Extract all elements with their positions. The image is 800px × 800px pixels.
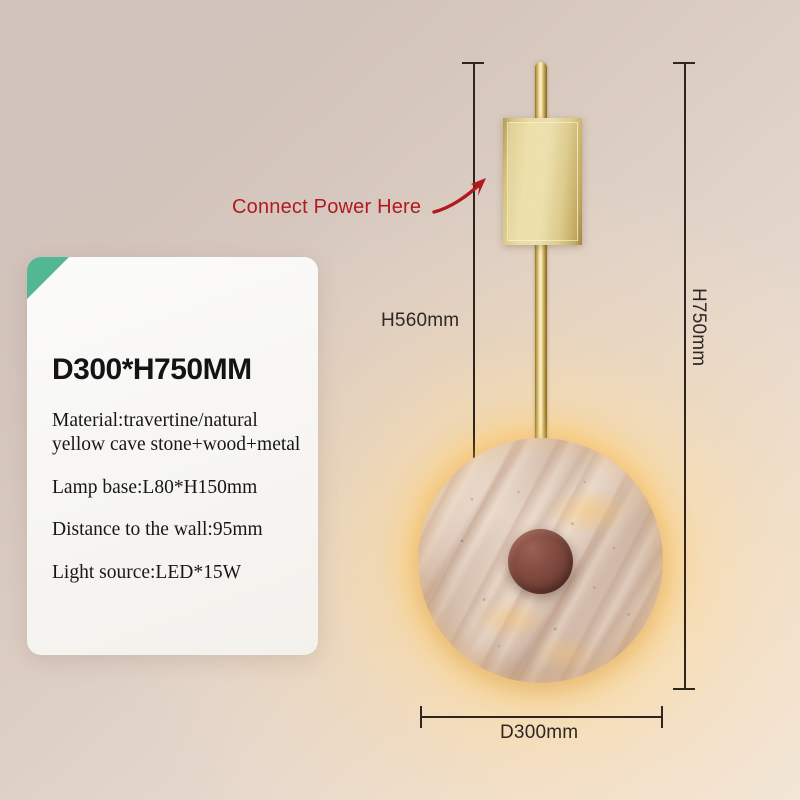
connect-power-annotation-label: Connect Power Here <box>232 196 422 218</box>
dimension-tick-d300-left <box>420 706 422 728</box>
dimension-label-d300: D300mm <box>500 722 579 743</box>
specification-card-body: D300*H750MM Material:travertine/natural … <box>52 353 304 585</box>
specification-card: D300*H750MM Material:travertine/natural … <box>27 257 318 655</box>
dimension-line-d300 <box>420 716 663 718</box>
dimension-tick-h560-top <box>462 62 484 64</box>
dimension-tick-h750-bottom <box>673 688 695 690</box>
connect-power-arrow-icon <box>432 178 486 214</box>
spec-line-lamp-base: Lamp base:L80*H150mm <box>52 476 258 498</box>
walnut-wood-knob <box>508 529 573 594</box>
spec-line-material: Material:travertine/natural yellow cave … <box>52 410 301 455</box>
dimension-line-h560 <box>473 62 475 536</box>
dimension-tick-h750-top <box>673 62 695 64</box>
dimension-line-h750 <box>684 62 686 690</box>
brass-mount-box-inner-frame <box>507 122 578 241</box>
spec-title: D300*H750MM <box>52 353 252 386</box>
dimension-label-h750: H750mm <box>688 288 709 367</box>
dimension-label-h560: H560mm <box>381 310 460 331</box>
spec-line-distance-to-wall: Distance to the wall:95mm <box>52 519 263 541</box>
spec-line-light-source: Light source:LED*15W <box>52 562 241 584</box>
card-folded-corner-accent <box>27 257 69 299</box>
brass-mount-box <box>503 118 582 245</box>
dimension-tick-d300-right <box>661 706 663 728</box>
